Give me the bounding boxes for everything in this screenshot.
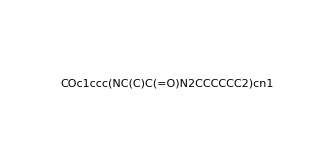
Text: COc1ccc(NC(C)C(=O)N2CCCCCC2)cn1: COc1ccc(NC(C)C(=O)N2CCCCCC2)cn1 [60, 78, 274, 89]
